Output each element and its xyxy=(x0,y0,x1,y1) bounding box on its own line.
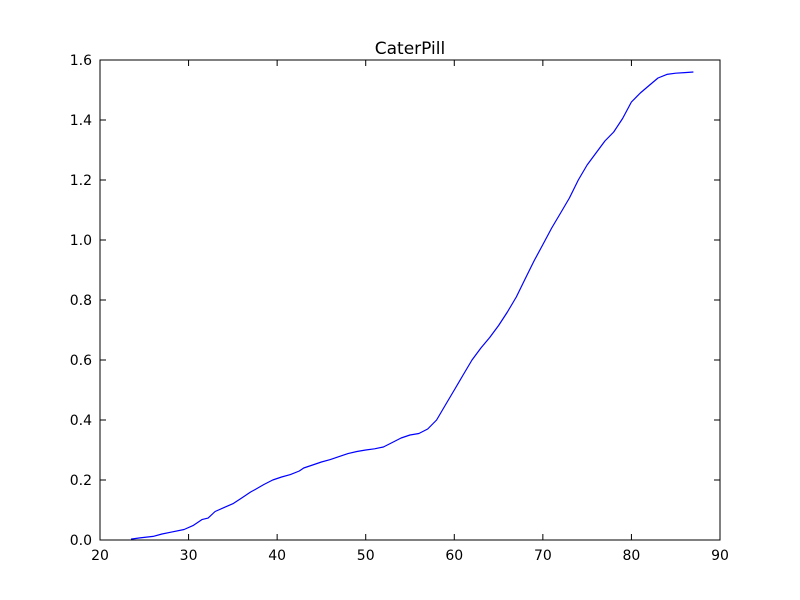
axis-tick-labels: 20 30 40 50 60 70 80 90 0.0 0.2 0.4 0.6 0.8 1.0 1.2 1.4… xyxy=(70,53,729,564)
y-tick-label: 1.4 xyxy=(70,113,92,129)
y-tick-label: 1.6 xyxy=(70,53,92,69)
y-tick-label: 0.8 xyxy=(70,293,92,309)
x-tick-label: 90 xyxy=(711,548,729,564)
x-tick-label: 30 xyxy=(180,548,198,564)
x-tick-label: 20 xyxy=(91,548,109,564)
data-series-line xyxy=(130,71,694,540)
x-tick-label: 40 xyxy=(268,548,286,564)
x-tick-label: 80 xyxy=(623,548,641,564)
plot-frame xyxy=(99,59,721,541)
y-tick-label: 0.2 xyxy=(70,473,92,489)
y-tick-label: 0.0 xyxy=(70,533,92,549)
chart-title: CaterPill xyxy=(375,39,445,59)
y-tick-label: 0.6 xyxy=(70,353,92,369)
x-tick-label: 50 xyxy=(357,548,375,564)
y-tick-label: 1.0 xyxy=(70,233,92,249)
y-tick-label: 1.2 xyxy=(70,173,92,189)
plot-background xyxy=(100,60,720,540)
x-tick-label: 60 xyxy=(445,548,463,564)
y-tick-label: 0.4 xyxy=(70,413,92,429)
x-tick-label: 70 xyxy=(534,548,552,564)
